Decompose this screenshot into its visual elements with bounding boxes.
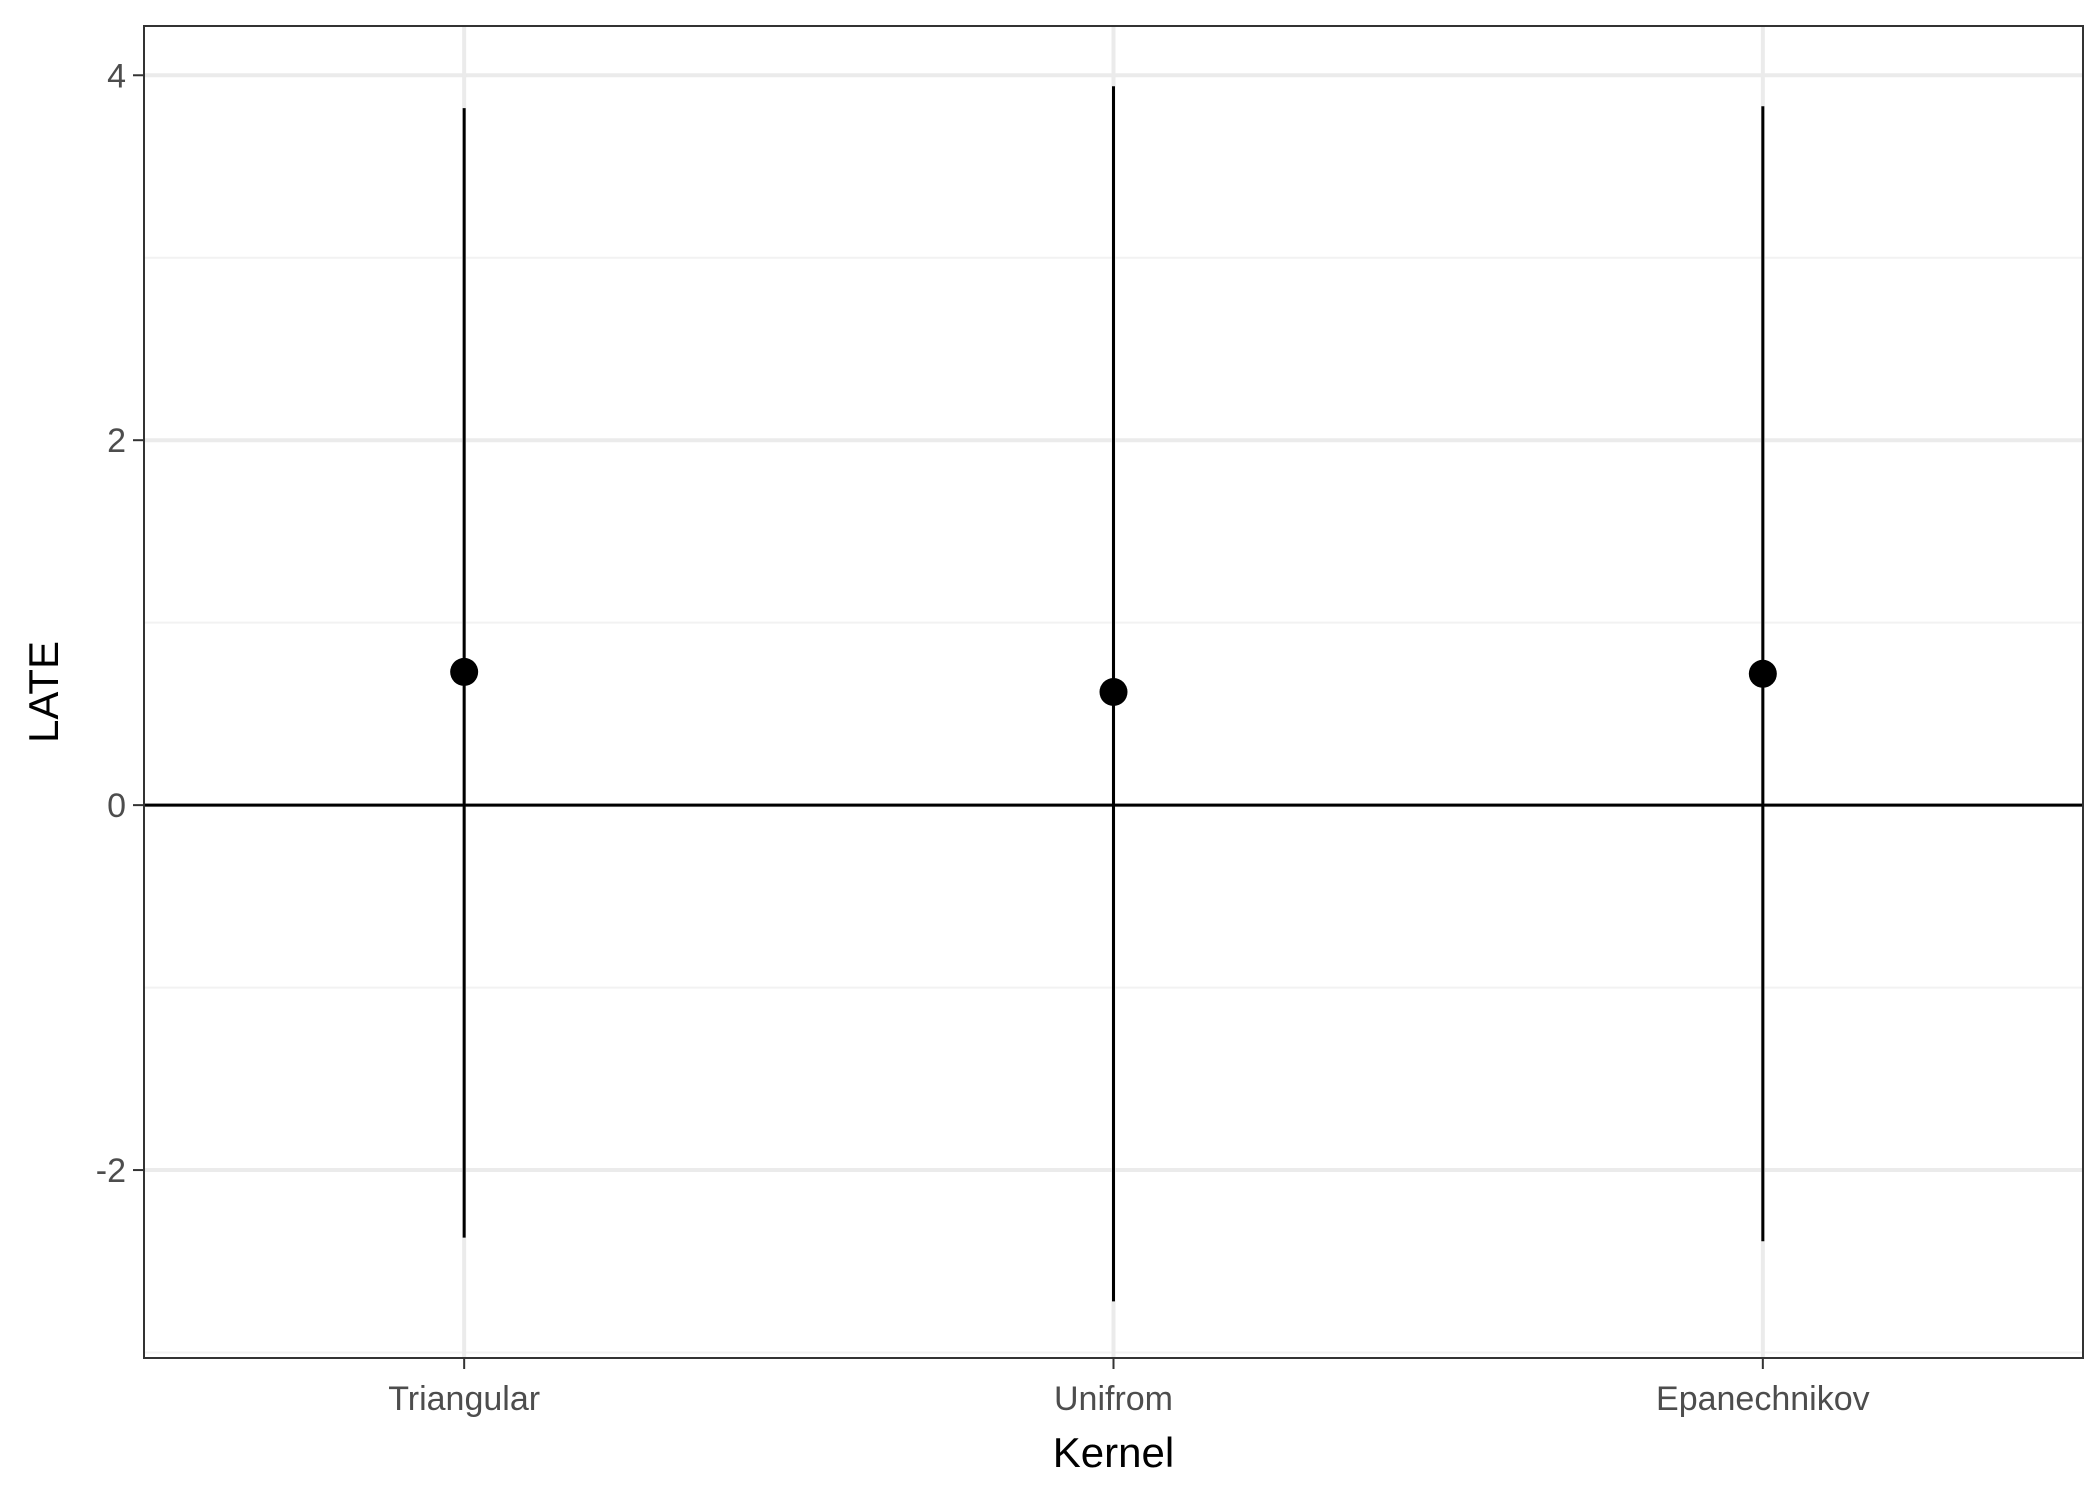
y-tick-label: -2 xyxy=(96,1152,126,1190)
point-layer xyxy=(450,657,1777,706)
x-tick-label: Triangular xyxy=(388,1380,540,1418)
x-axis-title: Kernel xyxy=(1053,1429,1174,1476)
x-tick-label: Epanechnikov xyxy=(1656,1380,1870,1418)
axis-layer: -2 0 2 4 Triangular Unifrom Epanechnikov xyxy=(96,57,1870,1418)
point-triangular xyxy=(450,657,479,686)
y-tick-label: 2 xyxy=(107,422,126,460)
point-unifrom xyxy=(1099,678,1128,706)
point-epanechnikov xyxy=(1748,659,1777,688)
y-tick-label: 4 xyxy=(107,57,126,95)
y-tick-label: 0 xyxy=(107,787,126,825)
y-axis-title: LATE xyxy=(20,641,67,743)
x-tick-label: Unifrom xyxy=(1054,1380,1173,1418)
